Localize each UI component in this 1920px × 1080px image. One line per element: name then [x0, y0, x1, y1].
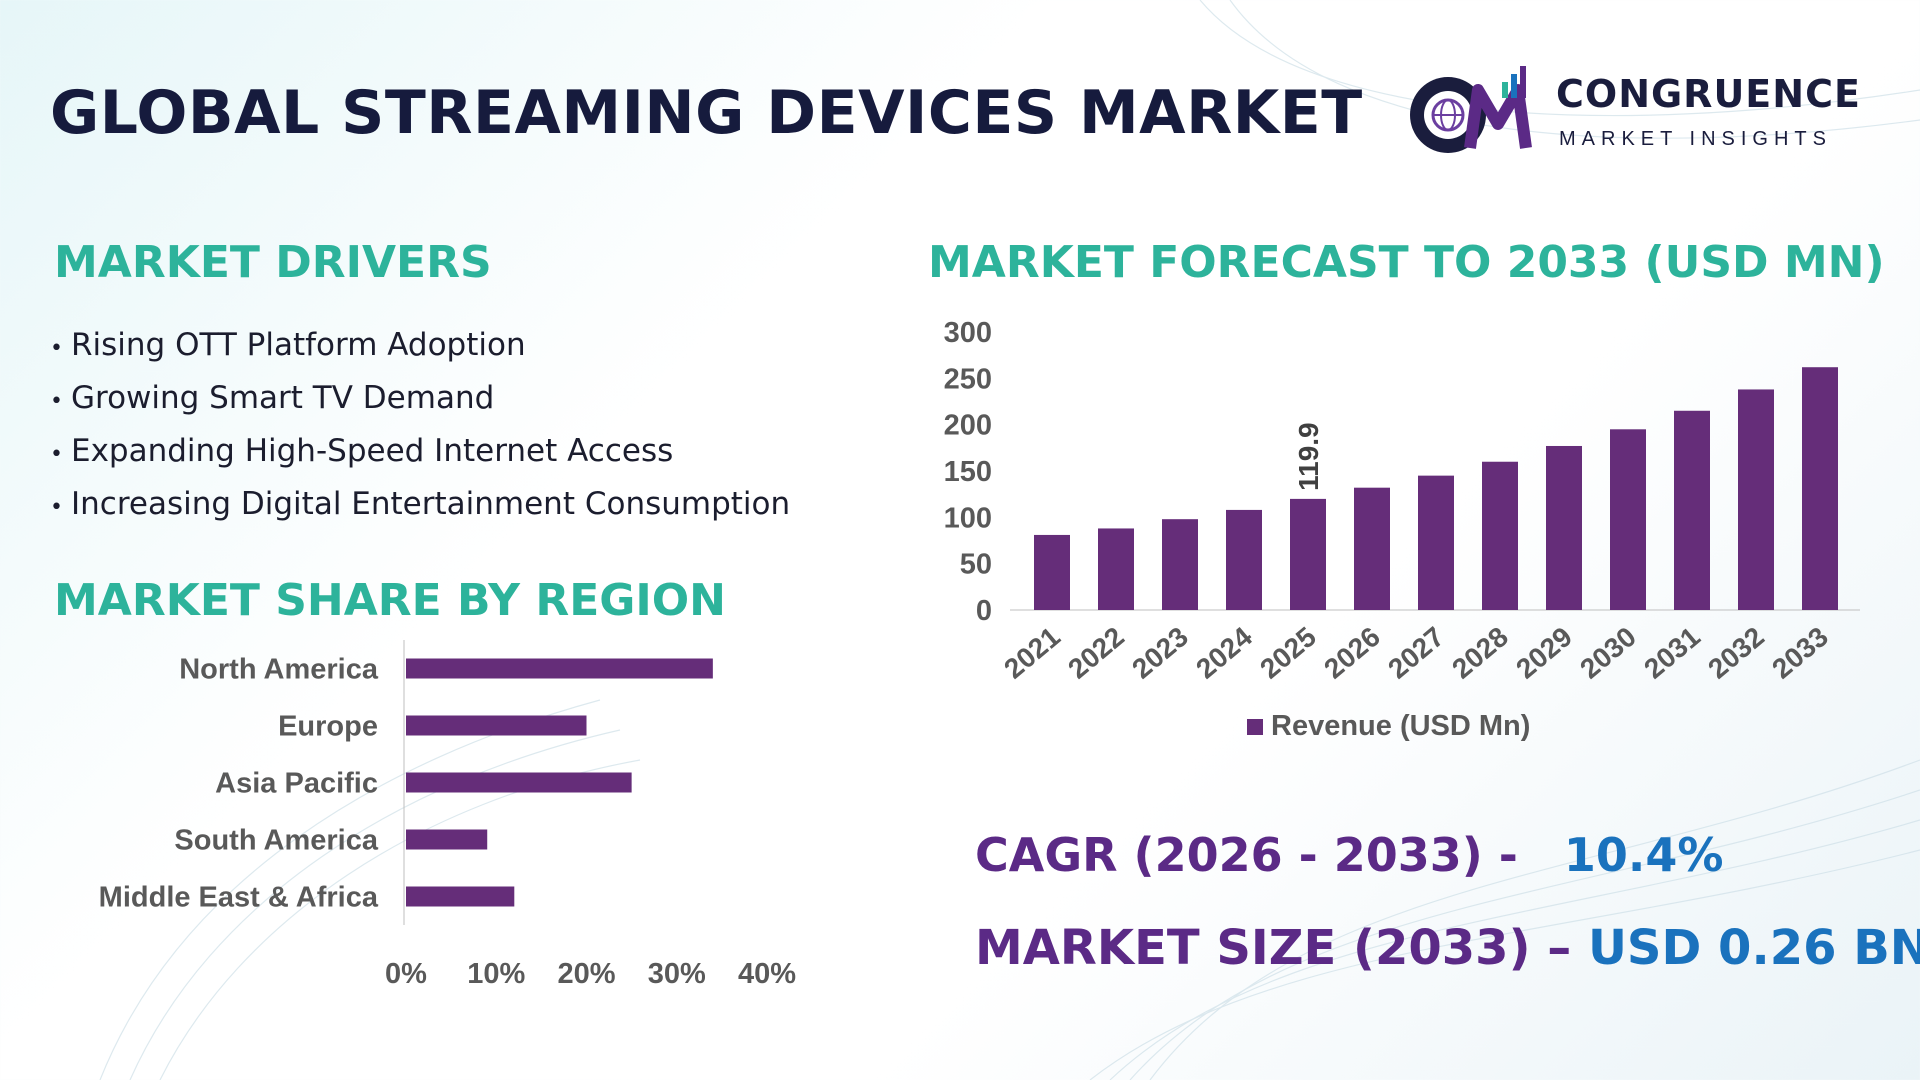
forecast-y-tick-label: 250	[944, 363, 992, 395]
cagr-stat: CAGR (2026 - 2033) - 10.4%	[975, 828, 1724, 882]
forecast-bar	[1418, 475, 1454, 610]
region-share-chart: North America Europe Asia Pacific South Ame…	[99, 640, 796, 990]
forecast-x-tick-label: 2029	[1510, 621, 1578, 685]
region-category-label: Asia Pacific	[215, 768, 378, 800]
region-bar	[406, 886, 515, 907]
forecast-x-tick-label: 2025	[1254, 621, 1322, 685]
forecast-bar	[1034, 534, 1070, 610]
bullet-icon: •	[50, 495, 63, 520]
forecast-x-tick-label: 2024	[1190, 621, 1258, 685]
region-x-tick-label: 30%	[648, 958, 706, 990]
logo-mark-icon	[1410, 66, 1532, 153]
market-size-stat: MARKET SIZE (2033) – USD 0.26 BN	[975, 920, 1920, 976]
forecast-x-tick-label: 2021	[998, 621, 1066, 685]
logo-name: CONGRUENCE	[1556, 72, 1861, 116]
region-category-label: Middle East & Africa	[99, 882, 379, 914]
region-category-label: South America	[174, 825, 378, 857]
forecast-y-tick-label: 50	[960, 549, 992, 581]
forecast-y-tick-label: 0	[976, 595, 992, 627]
forecast-chart: 0501001502002503002021202220232024202520…	[944, 317, 1860, 742]
region-category-label: North America	[179, 654, 379, 686]
region-bar	[406, 772, 632, 793]
forecast-bar	[1674, 410, 1710, 610]
forecast-bar	[1226, 509, 1262, 610]
forecast-x-tick-label: 2033	[1766, 621, 1834, 685]
region-x-tick-label: 0%	[385, 958, 427, 990]
forecast-x-tick-label: 2031	[1638, 621, 1706, 685]
bullet-icon: •	[50, 389, 63, 414]
forecast-bar	[1162, 519, 1198, 610]
logo-tagline: MARKET INSIGHTS	[1559, 128, 1832, 150]
forecast-bar	[1610, 429, 1646, 610]
forecast-y-tick-label: 100	[944, 502, 992, 534]
legend-swatch	[1247, 719, 1263, 735]
forecast-bar	[1354, 487, 1390, 610]
forecast-x-tick-label: 2028	[1446, 621, 1514, 685]
forecast-x-tick-label: 2030	[1574, 621, 1642, 685]
market-size-value: USD 0.26 BN	[1587, 920, 1920, 976]
driver-item: • Rising OTT Platform Adoption	[50, 327, 526, 363]
forecast-y-tick-label: 200	[944, 410, 992, 442]
forecast-bar	[1098, 528, 1134, 610]
cagr-label: CAGR (2026 - 2033) -	[975, 828, 1518, 882]
bullet-icon: •	[50, 442, 63, 467]
region-category-label: Europe	[278, 711, 378, 743]
page-title: GLOBAL STREAMING DEVICES MARKET	[50, 78, 1363, 148]
forecast-bar	[1802, 367, 1838, 610]
forecast-x-tick-label: 2022	[1062, 621, 1130, 685]
bullet-icon: •	[50, 336, 63, 361]
region-bar	[406, 715, 587, 736]
forecast-y-tick-label: 300	[944, 317, 992, 349]
forecast-x-tick-label: 2027	[1382, 621, 1450, 685]
driver-item: • Increasing Digital Entertainment Consum…	[50, 486, 791, 522]
region-x-tick-label: 20%	[557, 958, 615, 990]
forecast-y-tick-label: 150	[944, 456, 992, 488]
forecast-bar	[1546, 445, 1582, 610]
forecast-x-tick-label: 2032	[1702, 621, 1770, 685]
forecast-bar	[1290, 498, 1326, 610]
region-x-tick-label: 10%	[467, 958, 525, 990]
forecast-x-tick-label: 2023	[1126, 621, 1194, 685]
drivers-heading: MARKET DRIVERS	[54, 237, 492, 288]
forecast-x-tick-label: 2026	[1318, 621, 1386, 685]
region-bar	[406, 658, 713, 679]
region-bar	[406, 829, 488, 850]
forecast-bar	[1482, 461, 1518, 610]
forecast-data-label: 119.9	[1293, 422, 1324, 491]
forecast-heading: MARKET FORECAST TO 2033 (USD MN)	[928, 237, 1885, 288]
drivers-list: • Rising OTT Platform Adoption • Growing S…	[50, 322, 790, 534]
market-size-label: MARKET SIZE (2033) –	[975, 920, 1572, 976]
legend-label: Revenue (USD Mn)	[1271, 710, 1530, 742]
driver-item: • Expanding High-Speed Internet Access	[50, 433, 674, 469]
driver-item: • Growing Smart TV Demand	[50, 380, 495, 416]
forecast-bar	[1738, 389, 1774, 610]
region-heading: MARKET SHARE BY REGION	[54, 575, 726, 626]
cagr-value: 10.4%	[1563, 828, 1724, 882]
company-logo: CONGRUENCE MARKET INSIGHTS	[1398, 52, 1878, 162]
region-x-tick-label: 40%	[738, 958, 796, 990]
